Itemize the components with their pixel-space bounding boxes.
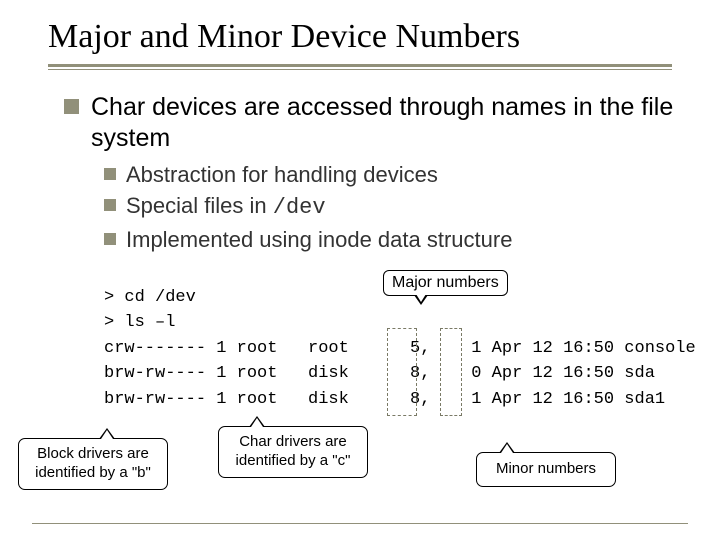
callout-tail-icon: [249, 416, 265, 427]
callout-char-label: Char drivers are identified by a "c": [236, 433, 351, 469]
callout-major-numbers: Major numbers: [383, 270, 508, 296]
callout-tail-icon: [499, 442, 515, 453]
code-line: brw-rw---- 1 root disk 8, 1 Apr 12 16:50…: [104, 390, 665, 409]
square-bullet-icon: [64, 99, 79, 114]
sub-bullet-1-text: Abstraction for handling devices: [126, 161, 438, 189]
title-rule-thick: [48, 64, 672, 67]
callout-tail-icon: [99, 428, 115, 439]
sub-bullet-1: Abstraction for handling devices: [104, 161, 676, 189]
dev-path: /dev: [273, 195, 326, 220]
dashed-highlight-minor: [440, 328, 462, 416]
sub-bullet-2: Special files in /dev: [104, 192, 676, 222]
callout-major-label: Major numbers: [392, 274, 499, 291]
content-area: Char devices are accessed through names …: [0, 70, 720, 438]
code-listing: > cd /dev > ls –l crw------- 1 root root…: [64, 259, 676, 438]
code-line: > ls –l: [104, 313, 175, 332]
square-bullet-icon: [104, 199, 116, 211]
code-line: brw-rw---- 1 root disk 8, 0 Apr 12 16:50…: [104, 364, 655, 383]
callout-minor-label: Minor numbers: [496, 460, 596, 477]
square-bullet-icon: [104, 233, 116, 245]
callout-block-drivers: Block drivers are identified by a "b": [18, 438, 168, 490]
bullet-level1: Char devices are accessed through names …: [64, 92, 676, 155]
callout-minor-numbers: Minor numbers: [476, 452, 616, 487]
sub-bullet-2-text: Special files in /dev: [126, 192, 326, 222]
callout-char-drivers: Char drivers are identified by a "c": [218, 426, 368, 478]
code-line: > cd /dev: [104, 288, 196, 307]
dashed-highlight-major: [387, 328, 417, 416]
square-bullet-icon: [104, 168, 116, 180]
sub-bullet-2-prefix: Special files in: [126, 193, 273, 218]
sub-bullets: Abstraction for handling devices Special…: [64, 161, 676, 254]
callout-tail-icon: [414, 295, 428, 305]
footer-rule: [32, 523, 688, 524]
callout-block-label: Block drivers are identified by a "b": [35, 445, 151, 481]
slide-title: Major and Minor Device Numbers: [0, 0, 720, 64]
sub-bullet-3-text: Implemented using inode data structure: [126, 226, 512, 254]
sub-bullet-3: Implemented using inode data structure: [104, 226, 676, 254]
bullet-level1-text: Char devices are accessed through names …: [91, 92, 676, 155]
